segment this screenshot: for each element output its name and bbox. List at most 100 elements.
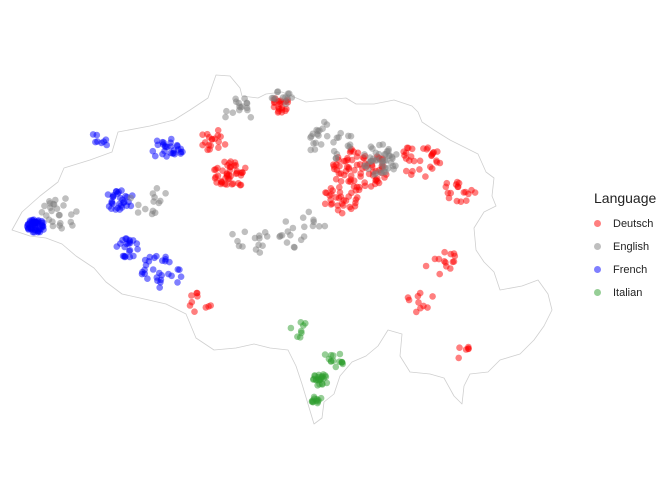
map-point (25, 224, 32, 232)
map-point (215, 138, 222, 146)
map-point (366, 154, 374, 161)
map-point (277, 232, 284, 240)
map-point (315, 223, 323, 230)
legend-dot-english (593, 243, 601, 250)
map-point (422, 173, 429, 180)
map-point (299, 214, 307, 221)
map-point (367, 183, 375, 190)
map-point (119, 252, 127, 260)
map-point (160, 139, 167, 146)
map-point (323, 132, 331, 140)
map-point (148, 210, 156, 218)
map-point (57, 219, 64, 227)
map-point (351, 202, 359, 210)
map-point (361, 182, 369, 190)
legend-item-english: English (584, 235, 668, 258)
legend-title: Language (594, 190, 657, 206)
map-point (450, 258, 458, 265)
map-point (436, 159, 444, 167)
map-point (298, 329, 305, 337)
map-point (135, 201, 142, 209)
map-point (47, 204, 54, 211)
map-point (301, 223, 308, 231)
map-point (366, 159, 373, 166)
legend-label-italian: Italian (613, 286, 643, 299)
map-point (282, 218, 290, 225)
map-point (188, 292, 195, 299)
map-point (413, 308, 420, 316)
map-point (149, 190, 157, 197)
map-point (55, 211, 63, 219)
map-point (176, 266, 183, 274)
map-point (319, 381, 326, 388)
map-point (154, 141, 162, 149)
map-point (345, 164, 353, 171)
map-point (456, 344, 463, 352)
map-point (365, 165, 372, 173)
legend-dot-italian (593, 289, 601, 296)
map-point (162, 255, 169, 263)
map-point (110, 192, 117, 199)
legend-dot-french (593, 266, 601, 273)
map-point (313, 395, 321, 403)
map-point (170, 147, 178, 154)
map-point (337, 129, 345, 137)
map-point (229, 180, 237, 187)
map-point (351, 166, 358, 174)
map-point (378, 169, 386, 177)
map-point (92, 138, 99, 146)
map-point (447, 265, 454, 272)
map-point (336, 162, 343, 170)
map-point (256, 235, 263, 242)
map-point (450, 250, 458, 257)
map-point (393, 151, 400, 158)
map-point (204, 130, 211, 138)
map-point (357, 170, 365, 177)
map-point (442, 183, 450, 191)
map-point (337, 193, 345, 200)
map-point (345, 132, 352, 140)
map-point (287, 324, 295, 332)
map-point (336, 358, 343, 366)
map-point (340, 157, 348, 165)
map-point (69, 222, 76, 229)
map-point (409, 167, 416, 175)
map-point (353, 161, 361, 169)
map-point (379, 141, 387, 148)
map-point (348, 189, 355, 197)
map-point (289, 224, 297, 232)
map-point (109, 200, 116, 207)
map-point (337, 178, 345, 185)
map-point (441, 248, 448, 256)
map-point (300, 233, 308, 240)
legend-label-english: English (613, 240, 650, 253)
map-point (236, 181, 244, 189)
map-point (191, 308, 198, 316)
map-point (221, 158, 228, 166)
map-point (62, 195, 69, 202)
map-point (235, 242, 243, 250)
country-border (11, 74, 553, 425)
legend-dot-deutsch (593, 220, 601, 227)
map-point (436, 270, 444, 278)
map-point (237, 104, 244, 111)
map-point (113, 243, 121, 250)
legend-label-deutsch: Deutsch (613, 217, 654, 230)
map-point (420, 145, 427, 152)
map-point (403, 167, 410, 175)
map-point (119, 196, 126, 203)
map-point (284, 90, 292, 97)
map-point (282, 100, 290, 108)
legend-item-french: French (584, 258, 668, 281)
map-point (261, 229, 269, 236)
map-point (208, 136, 216, 143)
map-point (424, 304, 431, 311)
map-point (323, 121, 331, 128)
map-point (386, 152, 394, 159)
map-point (207, 302, 214, 309)
map-point (453, 197, 461, 205)
map-point (346, 203, 354, 211)
map-point (361, 151, 368, 158)
map-point (332, 194, 340, 201)
